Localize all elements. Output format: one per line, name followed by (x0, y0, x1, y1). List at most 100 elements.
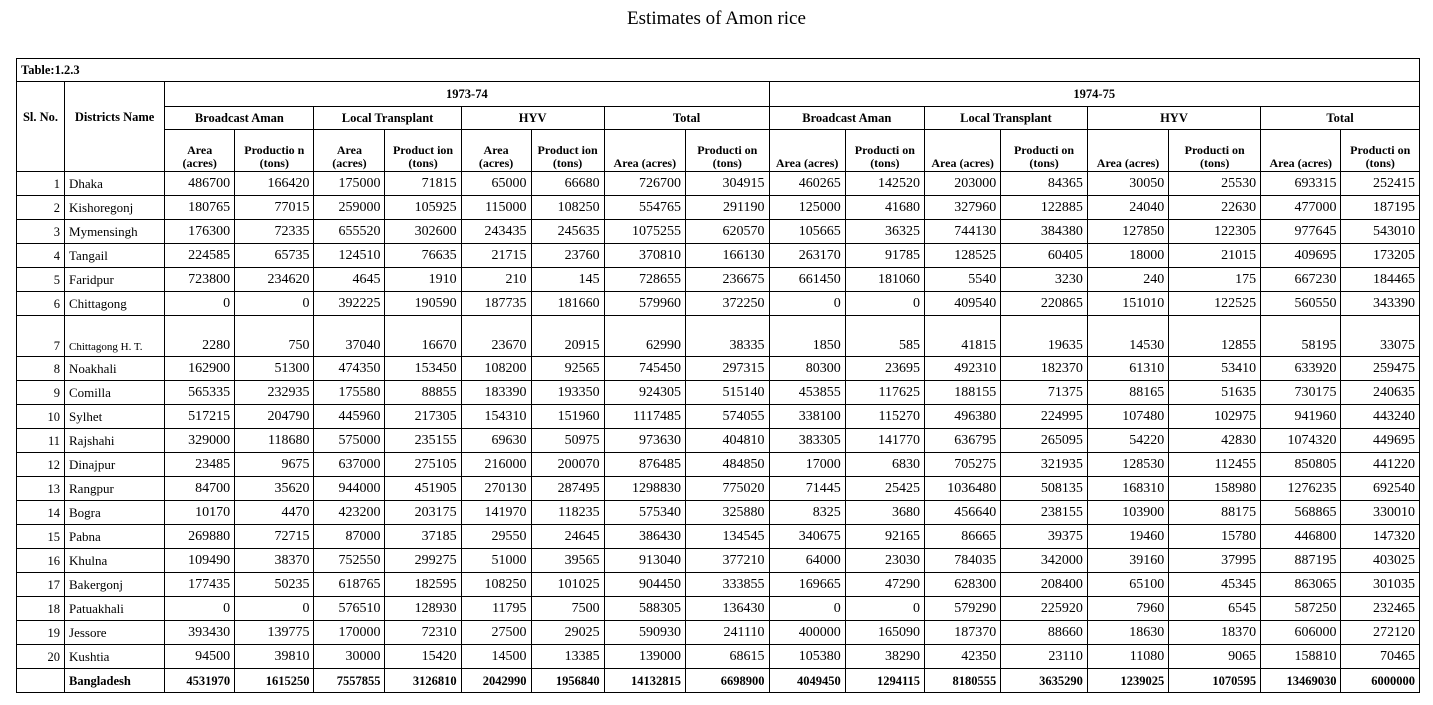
value-cell: 579960 (603, 291, 687, 316)
value-cell: 21015 (1168, 243, 1262, 268)
district-cell: Rangpur (64, 476, 166, 501)
value-cell: 53410 (1168, 356, 1262, 381)
value-cell: 27500 (460, 620, 532, 645)
value-cell: 477000 (1260, 195, 1342, 220)
value-cell: 232465 (1340, 596, 1420, 621)
sl-no-cell: 7 (15, 315, 66, 357)
value-cell: 259000 (313, 195, 386, 220)
value-cell: 446800 (1260, 524, 1342, 549)
total-value-cell: 8180555 (924, 668, 1002, 693)
value-cell: 39160 (1086, 548, 1170, 573)
value-cell: 72310 (384, 620, 462, 645)
sl-no-cell: 11 (15, 428, 66, 453)
table-row: 18 Patuakhali 0 0 576510 128930 11795 7500 58830… (15, 596, 1420, 621)
sl-no-cell: 18 (15, 596, 66, 621)
subheader-area: Area (acres) (603, 129, 687, 172)
value-cell: 65735 (234, 243, 315, 268)
value-cell: 241110 (685, 620, 770, 645)
value-cell: 338100 (768, 404, 846, 429)
value-cell: 139000 (603, 644, 687, 669)
total-row: Bangladesh 4531970 1615250 7557855 3126810 20… (15, 668, 1420, 693)
value-cell: 263170 (768, 243, 846, 268)
subheader-production: Producti on (tons) (844, 129, 926, 172)
value-cell: 58195 (1260, 315, 1342, 357)
value-cell: 620570 (685, 219, 770, 244)
subheader-production: Product ion (tons) (384, 129, 462, 172)
value-cell: 115270 (844, 404, 926, 429)
group-header-y1: HYV (460, 106, 605, 130)
value-cell: 449695 (1340, 428, 1420, 453)
value-cell: 750 (234, 315, 315, 357)
value-cell: 70465 (1340, 644, 1420, 669)
value-cell: 36325 (844, 219, 926, 244)
value-cell: 6830 (844, 452, 926, 477)
value-cell: 72715 (234, 524, 315, 549)
value-cell: 297315 (685, 356, 770, 381)
total-sl-cell (15, 668, 66, 693)
value-cell: 0 (234, 596, 315, 621)
value-cell: 565335 (164, 380, 236, 405)
value-cell: 240 (1086, 267, 1170, 292)
subheader-area: Area (acres) (1260, 129, 1342, 172)
value-cell: 158810 (1260, 644, 1342, 669)
table-row: 8 Noakhali 162900 51300 474350 153450 108200 92… (15, 356, 1420, 381)
value-cell: 13385 (530, 644, 605, 669)
value-cell: 141970 (460, 500, 532, 525)
value-cell: 71815 (384, 171, 462, 196)
value-cell: 259475 (1340, 356, 1420, 381)
value-cell: 173205 (1340, 243, 1420, 268)
table-row: 13 Rangpur 84700 35620 944000 451905 270130 287… (15, 476, 1420, 501)
value-cell: 590930 (603, 620, 687, 645)
value-cell: 409540 (924, 291, 1002, 316)
value-cell: 51000 (460, 548, 532, 573)
value-cell: 128930 (384, 596, 462, 621)
sl-no-cell: 6 (15, 291, 66, 316)
table-row: 10 Sylhet 517215 204790 445960 217305 154310 15… (15, 404, 1420, 429)
value-cell: 9065 (1168, 644, 1262, 669)
value-cell: 913040 (603, 548, 687, 573)
district-cell: Chittagong (64, 291, 166, 316)
table-row: 7 Chittagong H. T. 2280 750 37040 16670 23670 2… (15, 315, 1420, 357)
value-cell: 585 (844, 315, 926, 357)
value-cell: 0 (768, 291, 846, 316)
value-cell: 21715 (460, 243, 532, 268)
value-cell: 692540 (1340, 476, 1420, 501)
subheader-area: Area (acres) (1086, 129, 1170, 172)
value-cell: 588305 (603, 596, 687, 621)
sl-no-cell: 12 (15, 452, 66, 477)
total-value-cell: 4049450 (768, 668, 846, 693)
value-cell: 705275 (924, 452, 1002, 477)
value-cell: 232935 (234, 380, 315, 405)
value-cell: 23695 (844, 356, 926, 381)
value-cell: 302600 (384, 219, 462, 244)
value-cell: 0 (768, 596, 846, 621)
value-cell: 327960 (924, 195, 1002, 220)
value-cell: 393430 (164, 620, 236, 645)
value-cell: 108250 (530, 195, 605, 220)
value-cell: 606000 (1260, 620, 1342, 645)
value-cell: 342000 (1000, 548, 1088, 573)
table-row: 17 Bakergonj 177435 50235 618765 182595 108250… (15, 572, 1420, 597)
table-row: 12 Dinajpur 23485 9675 637000 275105 216000 200… (15, 452, 1420, 477)
district-cell: Comilla (64, 380, 166, 405)
district-cell: Bogra (64, 500, 166, 525)
table-container: Table:1.2.3 Sl. No. Districts Name 1973-… (15, 58, 1421, 693)
value-cell: 88165 (1086, 380, 1170, 405)
value-cell: 723800 (164, 267, 236, 292)
value-cell: 33075 (1340, 315, 1420, 357)
subheader-production: Producti on (tons) (1000, 129, 1088, 172)
value-cell: 0 (234, 291, 315, 316)
value-cell: 91785 (844, 243, 926, 268)
value-cell: 153450 (384, 356, 462, 381)
value-cell: 193350 (530, 380, 605, 405)
value-cell: 15780 (1168, 524, 1262, 549)
value-cell: 42350 (924, 644, 1002, 669)
district-cell: Pabna (64, 524, 166, 549)
value-cell: 145 (530, 267, 605, 292)
value-cell: 1910 (384, 267, 462, 292)
value-cell: 103900 (1086, 500, 1170, 525)
value-cell: 474350 (313, 356, 386, 381)
value-cell: 217305 (384, 404, 462, 429)
value-cell: 15420 (384, 644, 462, 669)
value-cell: 730175 (1260, 380, 1342, 405)
